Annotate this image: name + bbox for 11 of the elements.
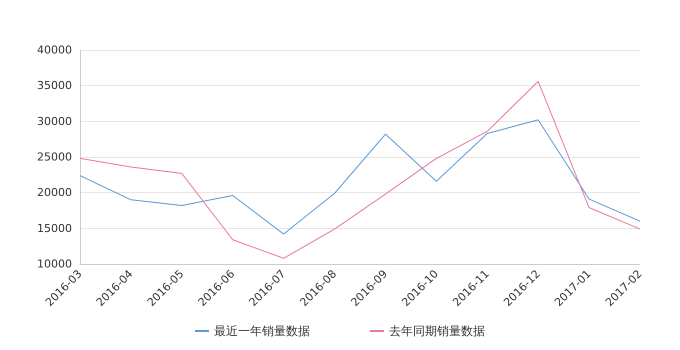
legend-label: 去年同期销量数据 — [389, 324, 485, 338]
legend-label: 最近一年销量数据 — [214, 324, 310, 338]
y-tick-label: 35000 — [37, 79, 72, 92]
y-tick-label: 25000 — [37, 150, 72, 164]
y-tick-label: 40000 — [37, 44, 72, 56]
y-tick-label: 20000 — [37, 186, 72, 200]
line-series — [80, 80, 640, 259]
y-tick-label: 15000 — [37, 222, 72, 235]
y-tick-label: 30000 — [37, 114, 72, 128]
y-tick-label: 10000 — [37, 258, 72, 270]
line-series — [80, 119, 640, 235]
